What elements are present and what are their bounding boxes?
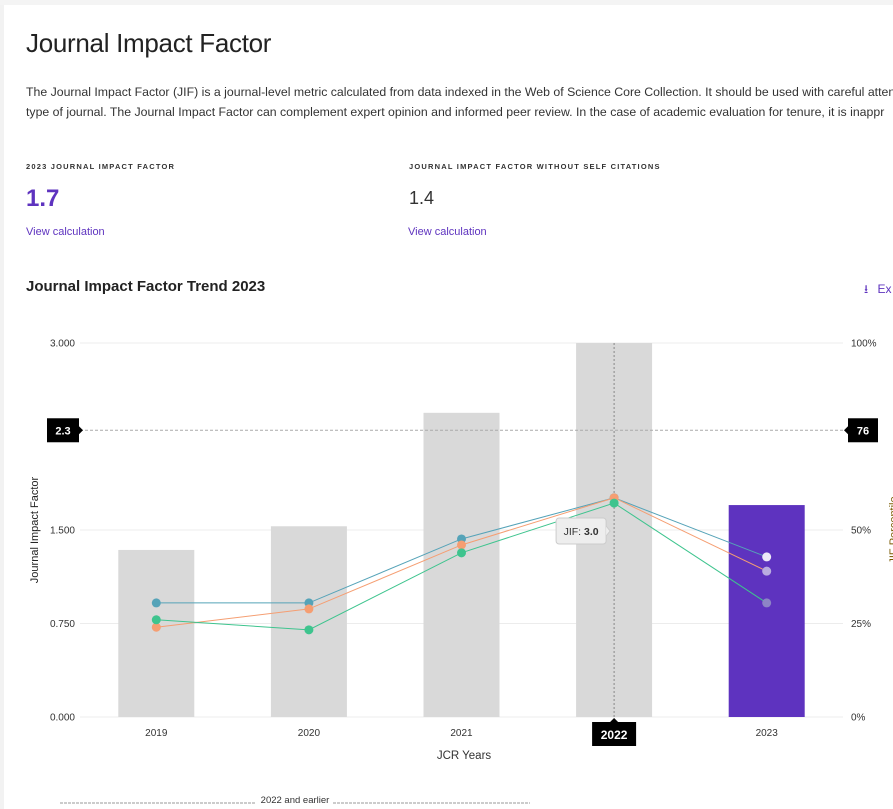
x-tick-highlight-box	[592, 722, 637, 746]
y-tick-label: 0.750	[50, 619, 75, 630]
y-tick-label: 3.000	[50, 339, 75, 350]
series-point-percentile-green-2019[interactable]	[151, 615, 161, 625]
page-edge-top	[0, 0, 893, 5]
bar-2020[interactable]	[270, 526, 347, 717]
page-title: Journal Impact Factor	[26, 28, 272, 58]
series-point-percentile-orange-2020[interactable]	[304, 604, 314, 614]
metric-value-jif: 1.7	[26, 185, 60, 212]
series-point-percentile-green-2023[interactable]	[762, 598, 772, 608]
series-point-percentile-green-2021[interactable]	[457, 548, 466, 558]
view-calculation-link[interactable]: View calculation	[26, 226, 105, 238]
bar-2023[interactable]	[728, 505, 805, 717]
x-axis-label: JCR Years	[437, 750, 492, 762]
reference-right-label-box	[848, 418, 878, 443]
x-tick-label[interactable]: 2021	[450, 728, 473, 739]
bar-2019[interactable]	[118, 549, 195, 717]
series-point-percentile-orange-2021[interactable]	[457, 540, 466, 550]
y2-tick-label: 100%	[851, 339, 877, 350]
reference-right-label-pointer	[844, 426, 848, 435]
tooltip-value: 3.0	[584, 526, 599, 538]
description-line: The Journal Impact Factor (JIF) is a jou…	[26, 85, 893, 99]
y-tick-label: 0.000	[50, 713, 75, 724]
description: The Journal Impact Factor (JIF) is a jou…	[26, 82, 893, 122]
trend-title: Journal Impact Factor Trend 2023	[26, 278, 266, 295]
x-tick-label[interactable]: 2020	[298, 728, 321, 739]
metric-label-jif-no-self: JOURNAL IMPACT FACTOR WITHOUT SELF CITAT…	[409, 162, 661, 171]
series-point-percentile-blue-2019[interactable]	[151, 598, 161, 608]
tooltip-pointer	[605, 525, 611, 537]
y2-tick-label: 0%	[851, 713, 866, 724]
tooltip-label: JIF:	[564, 526, 584, 538]
view-calculation-link-no-self[interactable]: View calculation	[408, 226, 487, 238]
reference-label: 2.3	[55, 425, 70, 437]
download-icon: ⭳	[864, 282, 869, 296]
series-point-percentile-orange-2023[interactable]	[762, 566, 772, 576]
series-point-percentile-green-2020[interactable]	[304, 625, 314, 635]
y-axis-label: Journal Impact Factor	[29, 476, 41, 583]
footer-label: 2022 and earlier	[261, 795, 330, 806]
description-line: type of journal. The Journal Impact Fact…	[26, 105, 885, 119]
x-tick-highlight-pointer	[610, 718, 619, 722]
y-tick-label: 1.500	[50, 526, 75, 537]
metric-label-jif: 2023 JOURNAL IMPACT FACTOR	[26, 162, 176, 171]
series-point-percentile-blue-2023[interactable]	[762, 552, 772, 562]
export-button[interactable]: ⭳ Ex	[864, 280, 892, 301]
x-tick-label[interactable]: 2023	[756, 728, 779, 739]
tooltip-text: JIF: 3.0	[564, 526, 599, 538]
y2-tick-label: 25%	[851, 619, 871, 630]
y2-axis-label: JIF Percentile	[888, 496, 893, 563]
metric-value-jif-no-self: 1.4	[409, 188, 435, 208]
page-edge	[0, 0, 4, 809]
series-point-percentile-orange-2019[interactable]	[151, 622, 161, 632]
reference-label-box	[47, 418, 79, 443]
export-label: Ex	[877, 282, 892, 296]
reference-label-pointer	[79, 426, 83, 435]
x-tick-label[interactable]: 2022	[601, 728, 628, 742]
bar-2021[interactable]	[423, 412, 500, 717]
reference-right-label: 76	[857, 425, 869, 437]
x-tick-label[interactable]: 2019	[145, 728, 168, 739]
y2-tick-label: 50%	[851, 526, 871, 537]
series-point-percentile-green-2022[interactable]	[609, 498, 619, 508]
